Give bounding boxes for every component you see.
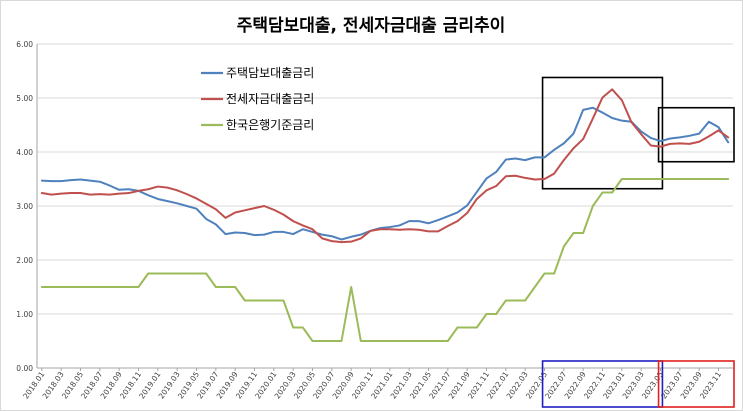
- y-tick-label: 1.00: [16, 310, 33, 319]
- chart-title: 주택담보대출, 전세자금대출 금리추이: [237, 16, 506, 36]
- highlight-box: [657, 360, 735, 408]
- y-tick-label: 3.00: [16, 202, 33, 211]
- y-tick-label: 6.00: [16, 40, 33, 49]
- highlight-box: [541, 360, 664, 408]
- legend-label: 한국은행기준금리: [226, 117, 314, 132]
- highlight-box: [541, 76, 664, 190]
- gridlines: [37, 43, 733, 369]
- y-tick-label: 0.00: [16, 364, 33, 373]
- legend-label: 전세자금대출금리: [226, 92, 314, 106]
- y-tick-label: 5.00: [16, 94, 33, 103]
- highlight-box: [657, 106, 735, 163]
- y-tick-label: 2.00: [16, 256, 33, 265]
- y-tick-label: 4.00: [16, 148, 33, 157]
- series-line: [40, 106, 730, 241]
- series-line: [40, 178, 730, 342]
- axes: 0.001.002.003.004.005.006.002018.012018.…: [16, 40, 733, 401]
- highlight-boxes: [541, 76, 735, 408]
- series-line: [40, 88, 730, 244]
- legend-label: 주택담보대출금리: [226, 66, 314, 80]
- series-lines: [40, 88, 730, 342]
